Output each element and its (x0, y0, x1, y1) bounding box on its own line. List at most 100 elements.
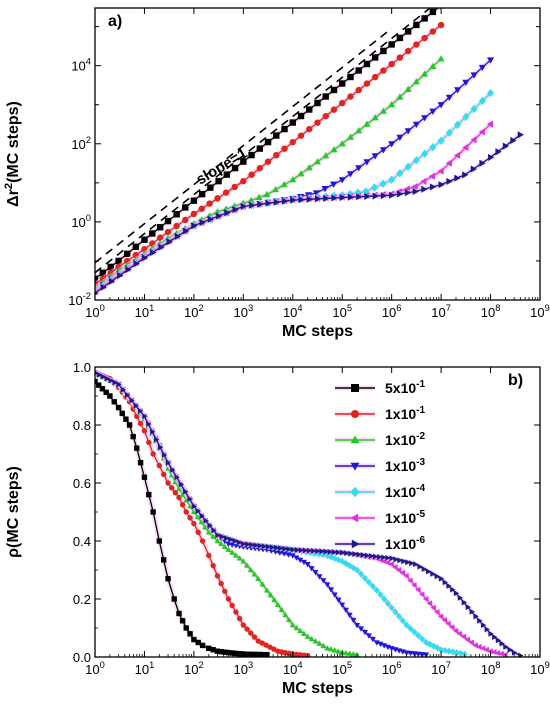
legend-entry: 1x10-5 (335, 509, 426, 526)
data-point (160, 557, 167, 563)
data-point (331, 647, 338, 653)
data-point (411, 183, 418, 191)
data-point (449, 648, 456, 656)
data-point (350, 651, 357, 657)
y-tick-label: 0.8 (73, 418, 91, 433)
data-point (228, 536, 234, 543)
legend-marker (350, 462, 360, 471)
data-point (421, 70, 429, 77)
data-point (273, 151, 280, 159)
x-tick-label: 106 (382, 303, 402, 320)
data-point (404, 47, 412, 55)
data-point (388, 561, 394, 568)
data-point (195, 639, 201, 646)
data-point (141, 474, 148, 480)
data-point (290, 196, 297, 204)
data-point (187, 631, 193, 637)
x-tick-label: 102 (184, 660, 204, 677)
y-tick-label: 0.2 (73, 592, 91, 607)
data-point (478, 128, 485, 136)
data-point (256, 165, 264, 172)
data-point (518, 652, 524, 657)
data-point (158, 243, 165, 251)
data-point (320, 642, 327, 649)
data-point (429, 143, 437, 152)
data-point (297, 112, 305, 120)
data-point (100, 373, 106, 380)
data-point (137, 420, 144, 427)
data-point (396, 612, 403, 620)
data-point (104, 375, 110, 382)
data-point (364, 552, 371, 559)
data-point (150, 509, 156, 515)
data-point (478, 96, 486, 106)
legend-label: 1x10-5 (385, 509, 426, 526)
data-point (225, 596, 232, 602)
data-point (324, 645, 331, 651)
slope-reference-line (95, 8, 432, 274)
data-point (502, 142, 510, 150)
data-point (368, 553, 375, 559)
data-point (347, 93, 354, 100)
y-tick-label: 0.6 (73, 476, 91, 491)
data-point (362, 629, 368, 636)
data-point (171, 596, 177, 602)
data-point (294, 546, 301, 553)
data-point (108, 277, 116, 285)
data-point (178, 481, 185, 488)
data-point (290, 546, 296, 553)
data-point (363, 159, 371, 166)
data-point (179, 618, 186, 624)
data-point (465, 604, 471, 611)
y-tick-label: 10-2 (68, 291, 91, 308)
x-tick-label: 108 (481, 303, 501, 320)
data-point (346, 133, 354, 140)
data-point (247, 566, 254, 573)
data-point (379, 107, 387, 114)
data-point (389, 555, 395, 562)
data-point (164, 228, 172, 236)
data-point (385, 554, 391, 561)
chart-panel-b: 100 101 102 103 104 105 106 107 108 109 MC steps 0.… (5, 360, 550, 697)
y-tick-label: 1.0 (73, 360, 91, 375)
data-point (165, 480, 171, 486)
data-point (413, 41, 420, 48)
data-point (412, 156, 420, 165)
data-point (396, 54, 404, 61)
data-point (438, 181, 445, 189)
data-point (342, 650, 349, 656)
data-point (498, 650, 504, 657)
data-point (461, 650, 468, 657)
data-point (407, 577, 413, 584)
data-point (125, 392, 131, 399)
legend-marker (351, 384, 359, 392)
data-point (502, 651, 508, 657)
x-tick-label: 109 (530, 303, 550, 320)
data-point (124, 250, 131, 258)
data-point (438, 575, 445, 582)
data-point (274, 544, 280, 551)
legend-entry: 1x10-6 (335, 535, 426, 552)
data-point (316, 640, 323, 646)
data-point (362, 574, 368, 582)
data-point (199, 218, 206, 226)
data-point (369, 582, 376, 590)
data-point (278, 545, 284, 552)
data-point (322, 93, 329, 100)
data-point (484, 626, 490, 633)
legend-label: 1x10-4 (385, 483, 426, 500)
data-point (388, 141, 396, 148)
data-point (379, 179, 387, 188)
data-point (215, 532, 221, 539)
data-point (356, 551, 362, 558)
data-point (384, 644, 391, 650)
data-point (413, 21, 420, 29)
data-point (206, 552, 212, 559)
data-point (464, 636, 470, 643)
data-point (320, 578, 327, 584)
data-point (306, 106, 313, 113)
y-axis-label: Δr2(MC steps) (3, 101, 22, 207)
data-point (355, 67, 362, 74)
data-point (445, 94, 453, 101)
data-point (198, 205, 205, 212)
